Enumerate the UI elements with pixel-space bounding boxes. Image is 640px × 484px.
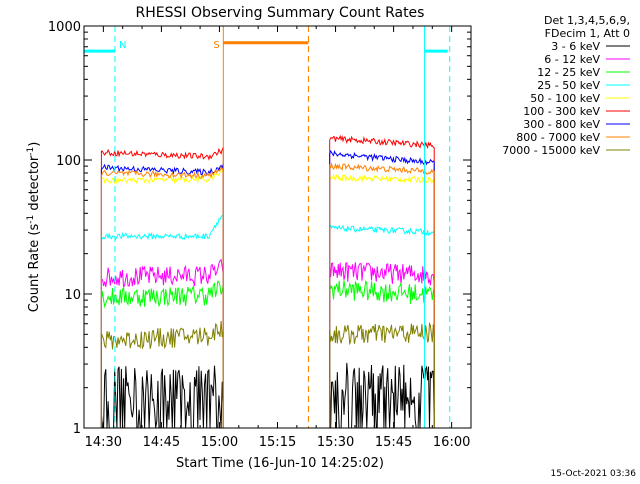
legend-label-5: 100 - 300 keV (523, 105, 600, 118)
legend-label-3: 25 - 50 keV (537, 79, 600, 92)
y-tick-label-0: 1 (73, 422, 81, 437)
series-line-3-seg1 (100, 213, 224, 428)
series-line-6-seg1 (100, 163, 224, 428)
series-line-7-seg2 (329, 162, 435, 428)
series-line-5-seg1 (100, 147, 224, 428)
x-tick-label-1: 14:45 (143, 435, 180, 450)
chart-title: RHESSI Observing Summary Count Rates (136, 5, 425, 21)
annotation-s: S (213, 40, 219, 51)
legend-label-4: 50 - 100 keV (530, 92, 600, 105)
series-line-1-seg2 (329, 262, 435, 428)
y-tick-label-2: 100 (56, 154, 81, 169)
x-tick-label-6: 16:00 (433, 435, 470, 450)
series-line-4-seg1 (100, 168, 224, 428)
legend-label-1: 6 - 12 keV (544, 53, 600, 66)
x-axis-label: Start Time (16-Jun-10 14:25:02) (176, 456, 384, 471)
annotation-n: N (119, 40, 126, 51)
x-tick-label-5: 15:45 (375, 435, 412, 450)
series-line-1-seg1 (100, 258, 224, 428)
series-line-0-seg1 (100, 365, 224, 429)
x-tick-label-2: 15:00 (201, 435, 238, 450)
y-tick-label-3: 1000 (48, 20, 81, 35)
series-line-8-seg2 (329, 321, 435, 428)
series-line-3-seg2 (329, 224, 435, 428)
x-tick-label-3: 15:15 (259, 435, 296, 450)
y-axis-label-base: Count Rate (s (27, 224, 42, 313)
series-line-6-seg2 (329, 149, 435, 428)
series-line-2-seg1 (100, 280, 224, 428)
legend-label-0: 3 - 6 keV (551, 40, 600, 53)
legend-header-0: Det 1,3,4,5,6,9, (544, 14, 630, 27)
series-line-7-seg1 (100, 165, 224, 428)
y-axis-label-exp2: -1 (26, 147, 36, 156)
legend-label-8: 7000 - 15000 keV (502, 144, 600, 157)
legend-header-1: FDecim 1, Att 0 (545, 27, 630, 40)
series-line-4-seg2 (329, 173, 435, 428)
legend-label-2: 12 - 25 keV (537, 66, 600, 79)
y-tick-label-1: 10 (64, 288, 81, 303)
y-axis-label-mid: detector (27, 155, 42, 215)
series-line-8-seg1 (100, 320, 224, 428)
x-tick-label-4: 15:30 (317, 435, 354, 450)
chart-axes: 14:30 14:45 15:00 15:15 15:30 15:45 16:00 1 10 10… (48, 20, 472, 450)
y-axis-label-end: ) (27, 142, 42, 147)
series-line-5-seg2 (329, 134, 435, 428)
series-line-2-seg2 (329, 279, 435, 428)
y-axis-label-exp1: -1 (26, 215, 36, 224)
legend-label-6: 300 - 800 keV (523, 118, 600, 131)
footer-timestamp: 15-Oct-2021 03:36 (551, 469, 637, 479)
y-axis-label: Count Rate (s-1 detector-1) (26, 142, 42, 313)
x-tick-label-0: 14:30 (85, 435, 122, 450)
legend-label-7: 800 - 7000 keV (516, 131, 600, 144)
legend: Det 1,3,4,5,6,9,FDecim 1, Att 03 - 6 keV… (502, 14, 630, 157)
